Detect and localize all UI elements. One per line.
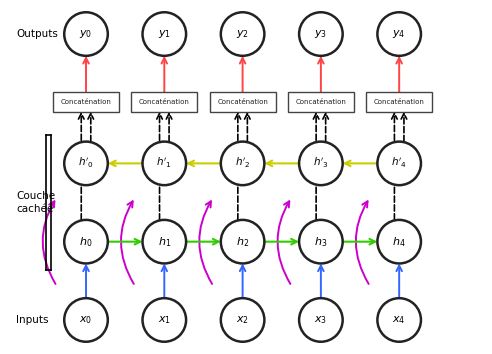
Circle shape — [221, 220, 264, 263]
Text: Inputs: Inputs — [16, 315, 48, 325]
Circle shape — [221, 12, 264, 56]
Circle shape — [143, 220, 186, 263]
Circle shape — [143, 298, 186, 342]
Text: $y_0$: $y_0$ — [79, 28, 92, 40]
Text: $h'_3$: $h'_3$ — [313, 156, 329, 171]
Text: $y_1$: $y_1$ — [158, 28, 171, 40]
FancyBboxPatch shape — [210, 92, 276, 112]
Circle shape — [143, 142, 186, 185]
Text: $y_3$: $y_3$ — [314, 28, 328, 40]
Text: Concaténation: Concaténation — [374, 99, 425, 105]
Text: $x_4$: $x_4$ — [393, 314, 406, 326]
Circle shape — [377, 220, 421, 263]
Text: Concaténation: Concaténation — [296, 99, 346, 105]
Text: Concaténation: Concaténation — [139, 99, 190, 105]
Text: $h_3$: $h_3$ — [314, 235, 328, 249]
Circle shape — [64, 298, 108, 342]
Circle shape — [64, 142, 108, 185]
Text: Concaténation: Concaténation — [61, 99, 112, 105]
Text: $y_4$: $y_4$ — [393, 28, 406, 40]
Circle shape — [64, 12, 108, 56]
Circle shape — [377, 12, 421, 56]
Circle shape — [377, 142, 421, 185]
Text: $h_0$: $h_0$ — [79, 235, 92, 249]
Circle shape — [221, 142, 264, 185]
Text: $h_4$: $h_4$ — [393, 235, 406, 249]
Text: $h'_2$: $h'_2$ — [235, 156, 250, 171]
Text: $y_2$: $y_2$ — [236, 28, 249, 40]
Text: Concaténation: Concaténation — [217, 99, 268, 105]
Circle shape — [299, 12, 342, 56]
Text: $h_1$: $h_1$ — [157, 235, 171, 249]
Text: $x_3$: $x_3$ — [314, 314, 328, 326]
Text: $h_2$: $h_2$ — [236, 235, 249, 249]
Circle shape — [221, 298, 264, 342]
Text: $x_1$: $x_1$ — [158, 314, 171, 326]
FancyBboxPatch shape — [366, 92, 432, 112]
Text: $h'_4$: $h'_4$ — [391, 156, 407, 171]
Circle shape — [299, 220, 342, 263]
Text: Outputs: Outputs — [16, 29, 58, 39]
Text: $x_2$: $x_2$ — [236, 314, 249, 326]
Circle shape — [64, 220, 108, 263]
Text: $h'_1$: $h'_1$ — [156, 156, 172, 171]
FancyBboxPatch shape — [131, 92, 197, 112]
Circle shape — [377, 298, 421, 342]
FancyBboxPatch shape — [53, 92, 119, 112]
Text: Couche
cachée: Couche cachée — [16, 191, 55, 214]
Circle shape — [143, 12, 186, 56]
Text: $x_0$: $x_0$ — [79, 314, 92, 326]
FancyBboxPatch shape — [288, 92, 354, 112]
Circle shape — [299, 298, 342, 342]
Circle shape — [299, 142, 342, 185]
Text: $h'_0$: $h'_0$ — [78, 156, 94, 171]
